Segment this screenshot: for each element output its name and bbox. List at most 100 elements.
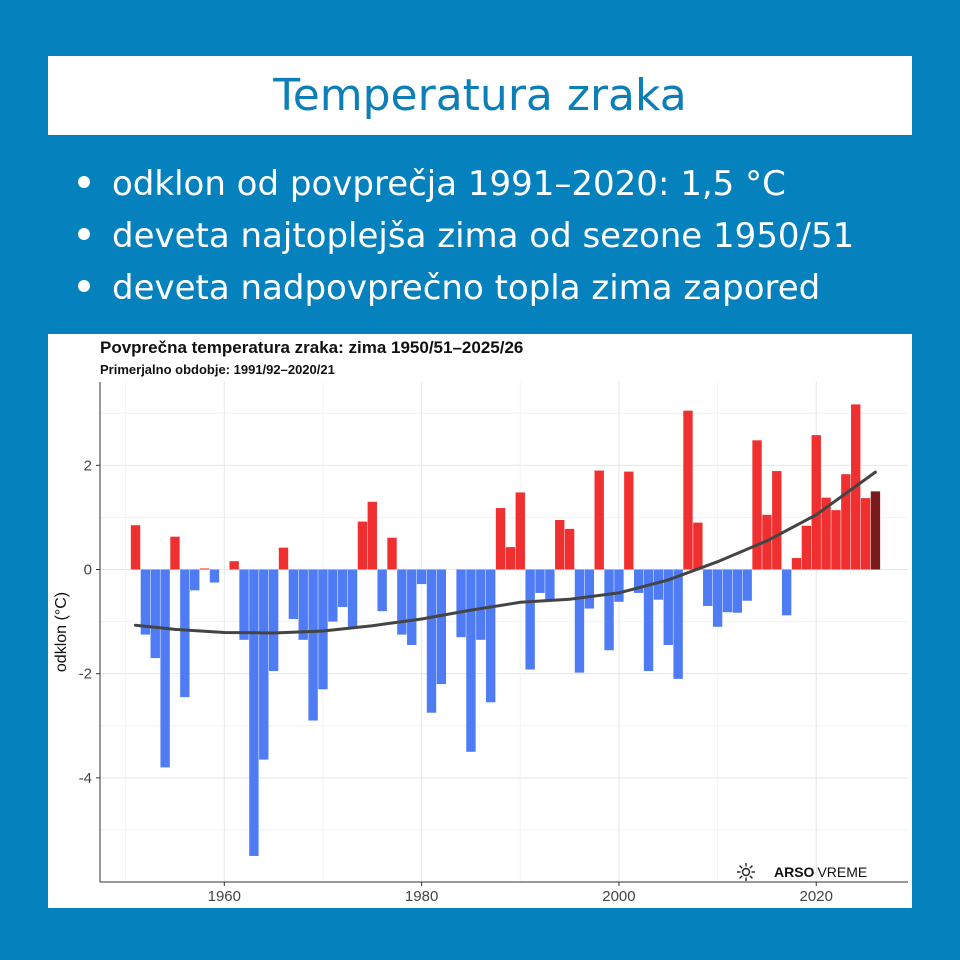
- summary-item-text: deveta nadpovprečno topla zima zapored: [112, 268, 821, 308]
- bar: [130, 525, 141, 570]
- bar: [466, 569, 476, 752]
- bar: [574, 569, 585, 673]
- bar: [495, 508, 506, 570]
- y-tick-label: -4: [79, 770, 92, 787]
- bar: [209, 569, 220, 583]
- bullet-dot-icon: [78, 175, 90, 188]
- x-tick-label: 1980: [405, 888, 438, 905]
- bar: [525, 569, 535, 670]
- bar: [742, 569, 752, 601]
- summary-item-text: odklon od povprečja 1991–2020: 1,5 °C: [112, 164, 786, 204]
- bar: [387, 537, 397, 570]
- bar: [781, 569, 792, 616]
- bar: [683, 410, 693, 570]
- bar: [811, 435, 821, 570]
- bar: [278, 547, 289, 570]
- bar: [860, 498, 871, 570]
- y-axis-label: odklon (°C): [53, 592, 70, 672]
- bar: [555, 520, 565, 570]
- bar: [870, 491, 881, 570]
- bullet-dot-icon: [78, 227, 90, 240]
- bar: [712, 569, 723, 627]
- bar: [564, 528, 575, 570]
- bar: [318, 569, 328, 690]
- bar: [456, 569, 466, 638]
- bar: [722, 569, 733, 613]
- bar: [416, 569, 427, 585]
- bar: [180, 569, 190, 698]
- chart-panel: -4 -2 0 2 1960 1980 2000 2020 Povprečna tempera…: [48, 334, 912, 908]
- chart-title: Povprečna temperatura zraka: zima 1950/5…: [100, 338, 523, 357]
- logo-text: ARSO VREME: [774, 864, 867, 880]
- bar: [338, 569, 348, 607]
- bar: [476, 569, 486, 640]
- bar: [505, 547, 516, 570]
- bar: [841, 474, 851, 570]
- bar: [170, 536, 180, 570]
- logo-text-bold: ARSO: [774, 864, 815, 880]
- bar: [791, 558, 802, 570]
- logo-text-light: VREME: [817, 864, 867, 880]
- trend-line: [134, 470, 877, 635]
- bar: [673, 569, 683, 679]
- bar: [633, 569, 644, 593]
- bar: [732, 569, 743, 613]
- bar: [436, 569, 447, 685]
- bar: [229, 561, 239, 570]
- bar: [594, 470, 604, 570]
- bar: [150, 569, 160, 659]
- bar: [653, 569, 664, 600]
- bar: [199, 568, 210, 570]
- x-tick-label: 2000: [602, 888, 635, 905]
- summary-item-text: deveta najtoplejša zima od sezone 1950/5…: [112, 216, 855, 256]
- bar: [357, 521, 368, 570]
- bar: [693, 522, 703, 570]
- summary-item: deveta nadpovprečno topla zima zapored: [78, 262, 854, 314]
- bar: [249, 569, 259, 856]
- sun-snowflake-icon: [737, 863, 755, 881]
- bar: [407, 569, 417, 646]
- bar: [288, 569, 299, 619]
- bar: [347, 569, 358, 627]
- bar: [663, 569, 673, 646]
- chart-subtitle: Primerjalno obdobje: 1991/92–2020/21: [100, 362, 335, 377]
- summary-item: deveta najtoplejša zima od sezone 1950/5…: [78, 210, 854, 262]
- bar: [535, 569, 545, 593]
- bar: [239, 569, 249, 640]
- bar: [614, 569, 624, 602]
- bar: [772, 471, 782, 570]
- bullet-dot-icon: [78, 279, 90, 292]
- summary-list: odklon od povprečja 1991–2020: 1,5 °C de…: [78, 158, 854, 314]
- chart-bars: [130, 404, 881, 856]
- bar: [515, 492, 525, 570]
- bar: [268, 569, 279, 672]
- y-tick-label: 0: [84, 562, 92, 579]
- summary-item: odklon od povprečja 1991–2020: 1,5 °C: [78, 158, 854, 210]
- bar: [397, 569, 407, 635]
- bar: [485, 569, 496, 703]
- bar: [160, 569, 170, 768]
- bar: [584, 569, 595, 609]
- chart-tick-labels: -4 -2 0 2 1960 1980 2000 2020: [79, 457, 833, 905]
- bar: [328, 569, 338, 622]
- bar: [801, 525, 812, 570]
- bar: [831, 510, 841, 570]
- page-title: Temperatura zraka: [273, 70, 687, 121]
- y-tick-label: 2: [84, 457, 92, 474]
- bar: [367, 501, 377, 570]
- bar: [624, 471, 634, 570]
- bar: [259, 569, 269, 760]
- temperature-anomaly-chart: -4 -2 0 2 1960 1980 2000 2020 Povprečna tempera…: [53, 338, 908, 905]
- bar: [426, 569, 437, 713]
- bar: [703, 569, 713, 606]
- bar: [643, 569, 654, 672]
- x-tick-label: 1960: [208, 888, 241, 905]
- x-tick-label: 2020: [800, 888, 833, 905]
- arso-vreme-logo: ARSO VREME: [737, 863, 867, 881]
- bar: [140, 569, 151, 635]
- bar: [545, 569, 555, 601]
- bar: [821, 497, 831, 570]
- title-panel: Temperatura zraka: [48, 56, 912, 135]
- bar: [190, 569, 200, 591]
- bar: [752, 440, 762, 570]
